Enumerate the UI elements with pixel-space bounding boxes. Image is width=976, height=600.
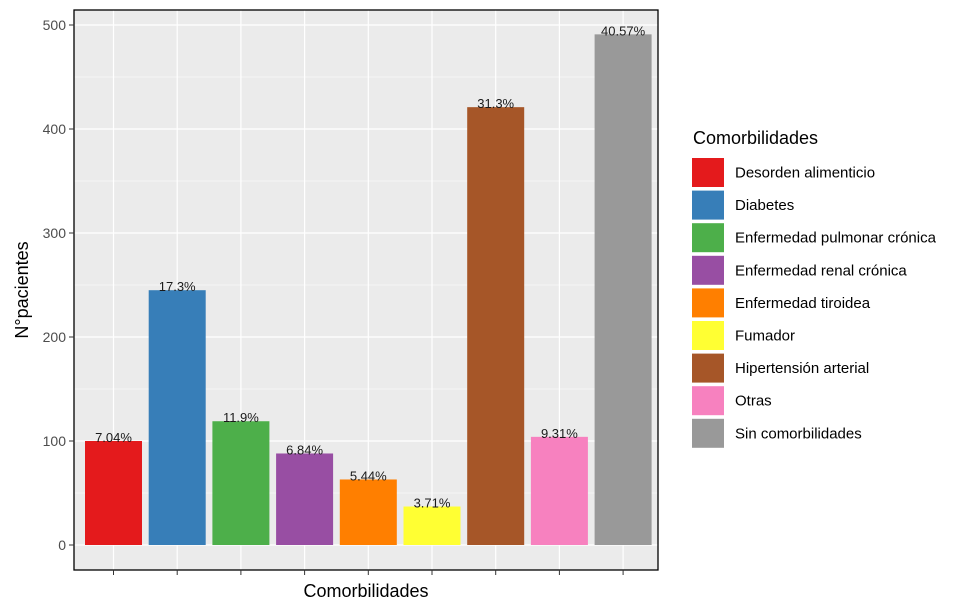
bar-4	[276, 453, 334, 545]
legend-label-4: Enfermedad renal crónica	[735, 262, 907, 279]
data-label-2: 17.3%	[159, 279, 196, 294]
legend-key-3	[692, 223, 724, 253]
data-label-1: 7.04%	[95, 430, 132, 445]
legend-label-7: Hipertensión arterial	[735, 360, 869, 377]
data-label-9: 40.57%	[601, 23, 646, 38]
legend: Desorden alimenticio Diabetes Enfermedad p…	[692, 158, 937, 448]
legend-key-9	[692, 418, 724, 448]
y-tick-label-4: 400	[43, 121, 67, 137]
y-axis: 0 100 200 300 400 500	[43, 17, 74, 553]
y-tick-label-0: 0	[58, 537, 66, 553]
data-labels: 7.04% 17.3% 11.9% 6.84% 5.44% 3.71% 31.3% 9.31%…	[95, 23, 646, 510]
data-label-8: 9.31%	[541, 426, 578, 441]
bar-7	[467, 107, 525, 545]
bar-2	[148, 290, 206, 545]
x-axis-title: Comorbilidades	[303, 581, 428, 600]
y-tick-label-2: 200	[43, 329, 67, 345]
legend-key-5	[692, 288, 724, 318]
data-label-7: 31.3%	[477, 96, 514, 111]
x-axis	[113, 570, 624, 575]
legend-key-6	[692, 321, 724, 350]
legend-key-8	[692, 386, 724, 416]
legend-label-3: Enfermedad pulmonar crónica	[735, 230, 937, 247]
data-label-4: 6.84%	[286, 442, 323, 457]
data-label-3: 11.9%	[223, 410, 259, 425]
y-tick-label-5: 500	[43, 17, 67, 33]
data-label-5: 5.44%	[350, 468, 387, 483]
legend-key-1	[692, 158, 724, 187]
bars	[85, 34, 652, 546]
legend-label-5: Enfermedad tiroidea	[735, 295, 871, 312]
legend-label-6: Fumador	[735, 328, 795, 345]
legend-key-4	[692, 255, 724, 285]
bar-8	[530, 436, 588, 545]
bar-3	[212, 421, 270, 545]
y-axis-title: N°pacientes	[12, 241, 32, 338]
y-tick-label-3: 300	[43, 225, 67, 241]
data-label-6: 3.71%	[414, 496, 451, 511]
bar-9	[594, 34, 652, 546]
legend-label-8: Otras	[735, 393, 772, 410]
bar-1	[85, 441, 142, 545]
plot-border	[73, 9, 659, 571]
bar-6	[403, 506, 461, 545]
legend-label-2: Diabetes	[735, 197, 794, 214]
legend-key-7	[692, 353, 724, 383]
legend-key-2	[692, 190, 724, 220]
y-tick-label-1: 100	[43, 433, 67, 449]
legend-label-1: Desorden alimenticio	[735, 165, 875, 182]
legend-label-9: Sin comorbilidades	[735, 425, 862, 442]
legend-title: Comorbilidades	[693, 128, 818, 148]
bar-5	[339, 479, 397, 545]
